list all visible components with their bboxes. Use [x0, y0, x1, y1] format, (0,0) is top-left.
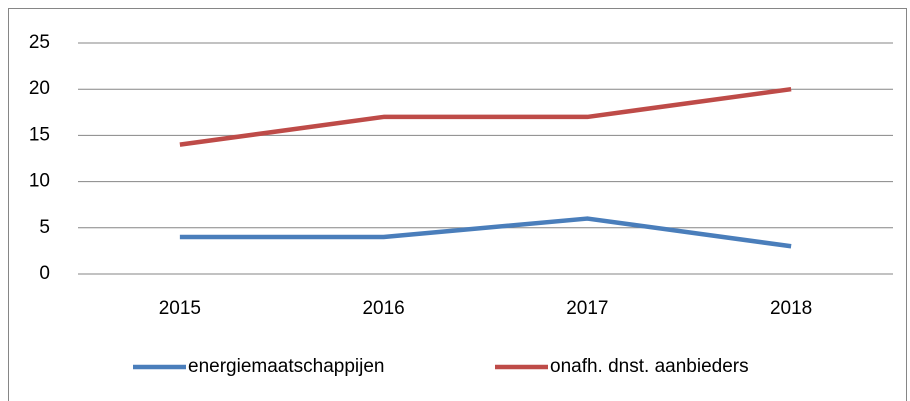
y-tick-label: 20 [29, 78, 50, 99]
legend-label: onafh. dnst. aanbieders [550, 356, 749, 377]
legend-label: energiemaatschappijen [188, 356, 384, 377]
series-line [179, 86, 792, 147]
x-tick-label: 2017 [566, 298, 608, 319]
y-tick-label: 15 [29, 124, 50, 145]
y-tick-label: 25 [29, 32, 50, 53]
y-tick-label: 10 [29, 171, 50, 192]
x-tick-label: 2015 [159, 298, 201, 319]
y-tick-label: 0 [39, 263, 50, 284]
x-tick-label: 2016 [362, 298, 404, 319]
chart-border [8, 8, 907, 401]
series-line [179, 216, 792, 249]
y-tick-label: 5 [39, 217, 50, 238]
x-tick-label: 2018 [770, 298, 812, 319]
